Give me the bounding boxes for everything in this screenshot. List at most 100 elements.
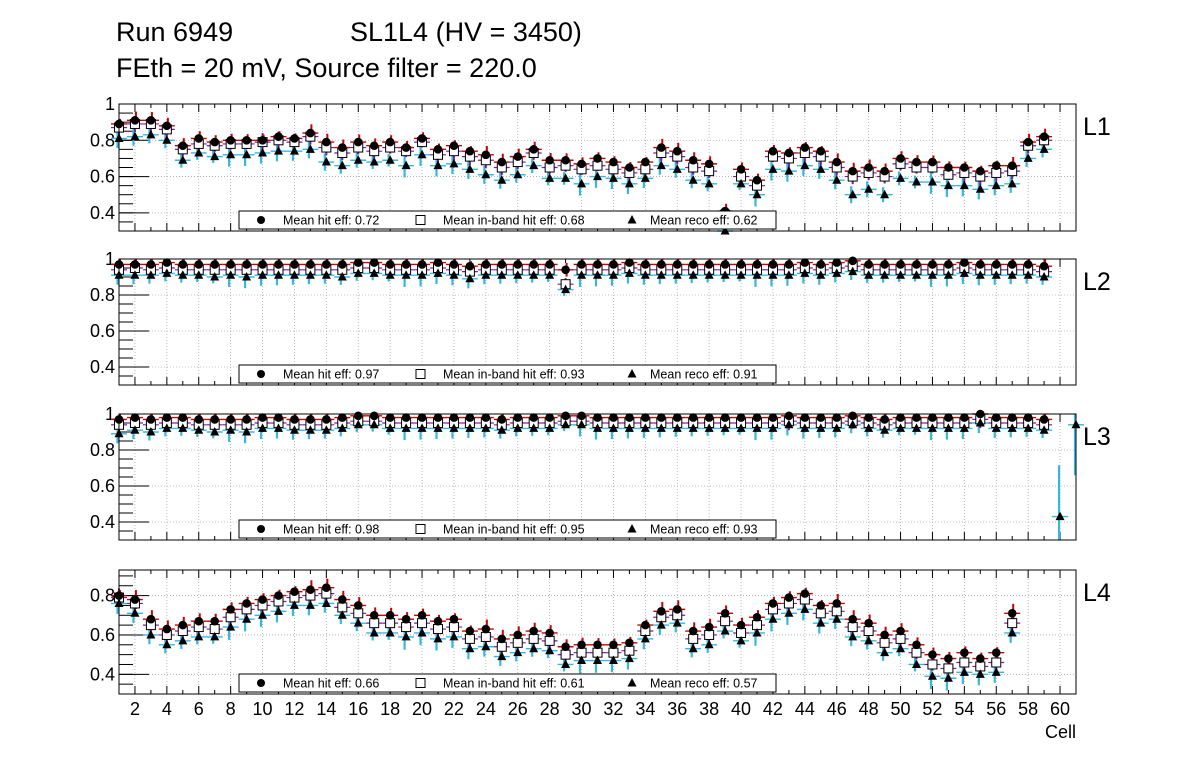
hit-marker [991,648,1001,657]
hit-marker [306,260,315,269]
reco-marker [800,160,810,170]
hit-marker [880,630,889,640]
reco-marker [975,270,985,279]
reco-marker [991,423,1001,432]
reco-marker [353,618,363,627]
hit-marker [593,154,602,163]
reco-marker [529,270,539,279]
hit-marker [290,260,299,269]
reco-marker [943,180,953,190]
reco-marker [800,268,810,277]
hit-marker [991,413,1001,422]
reco-marker [449,158,459,168]
hit-marker [433,616,443,626]
hit-marker [1039,415,1049,424]
legend-box [238,519,777,539]
hit-marker [768,599,778,608]
reco-marker [1055,511,1065,521]
reco-marker [943,270,953,279]
reco-marker [385,627,395,637]
y-tick-label: 0.6 [90,321,115,341]
reco-marker [369,268,379,277]
hit-marker [688,260,698,269]
reco-marker [289,425,299,434]
hit-marker [465,261,475,271]
reco-marker [816,423,826,432]
inband-marker [1007,618,1018,629]
reco-marker [401,160,411,170]
reco-marker [385,155,395,164]
hit-marker [800,589,810,598]
reco-marker [896,173,906,182]
reco-marker [561,659,571,668]
reco-marker [497,651,507,661]
inband-marker [815,608,826,619]
panel-label: L1 [1083,113,1111,141]
reco-marker [608,173,618,182]
hit-marker [242,135,251,145]
reco-marker [688,270,698,279]
hit-marker [369,411,379,421]
hit-marker [338,260,347,269]
reco-marker [337,272,347,281]
reco-marker [656,620,666,629]
hit-marker [417,134,427,143]
reco-marker [640,270,650,279]
hit-marker [641,620,650,630]
reco-marker [624,268,634,277]
panel-label: L4 [1083,579,1111,607]
reco-marker [242,427,252,436]
reco-marker [481,641,491,651]
reco-marker [194,425,204,434]
reco-marker [258,610,268,619]
inband-marker [480,631,491,642]
reco-marker [242,149,252,159]
reco-marker [497,270,507,279]
reco-marker [289,146,299,155]
reco-marker [656,270,666,279]
hit-marker [768,146,778,156]
hit-marker [385,137,395,147]
reco-marker [561,284,571,294]
legend-inband-marker [415,369,426,379]
hit-marker [704,260,714,269]
reco-marker [433,268,443,277]
reco-marker [369,627,379,637]
hit-marker [561,265,570,275]
hit-marker [545,628,554,638]
reco-marker [784,419,794,429]
legend-reco-label: Mean reco eff: 0.93 [650,523,758,537]
reco-marker [226,270,236,279]
hit-marker [258,413,267,422]
hit-marker [609,640,618,650]
reco-marker [162,423,172,432]
x-tick-label: 54 [954,699,974,719]
hit-marker [545,155,554,165]
hit-marker [1007,413,1017,422]
hit-marker [385,413,395,422]
reco-marker [1007,178,1017,188]
panel-label: L3 [1083,423,1111,451]
hit-marker [752,175,762,185]
y-tick-label: 0.4 [90,203,115,223]
reco-marker [991,180,1001,190]
reco-marker [146,270,156,279]
hit-marker [991,260,1001,269]
reco-marker [449,423,459,432]
reco-marker [289,270,299,279]
hit-marker [864,260,873,269]
reco-marker [305,425,315,434]
reco-marker [880,189,890,199]
reco-marker [720,270,730,279]
inband-marker [879,637,890,648]
x-tick-label: 40 [731,699,751,719]
hit-marker [417,260,427,269]
hit-marker [880,415,889,424]
legend-inband-label: Mean in-band hit eff: 0.95 [443,523,585,537]
y-tick-label: 1 [105,94,115,114]
hit-marker [736,620,746,630]
hit-marker [322,415,331,424]
hit-marker [146,614,156,624]
reco-marker [513,647,523,657]
reco-marker [178,635,188,645]
